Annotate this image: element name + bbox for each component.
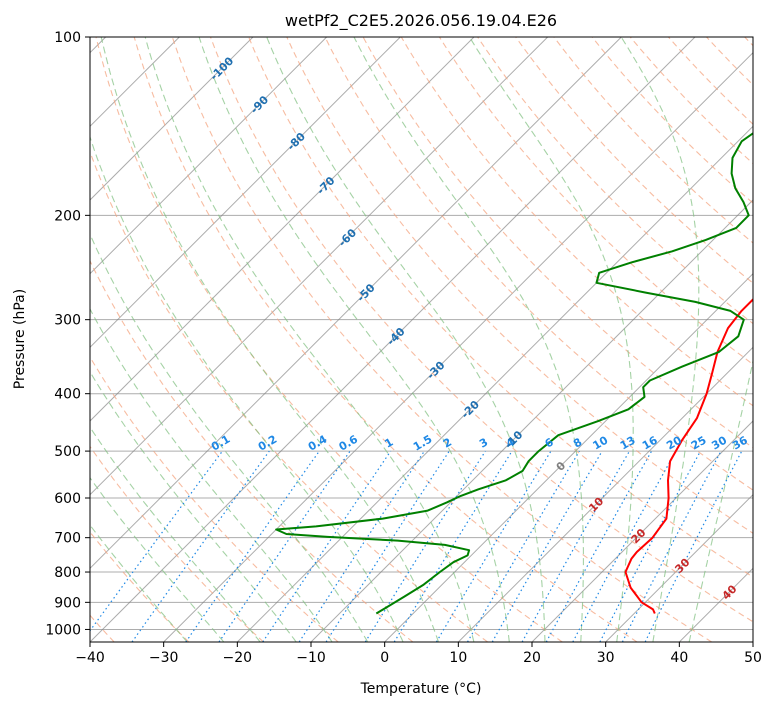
y-tick-label: 500 — [54, 444, 81, 460]
mixing-ratio-line — [393, 450, 513, 642]
moist-adiabat — [620, 37, 700, 642]
chart-title: wetPf2_C2E5.2026.056.19.04.E26 — [285, 11, 557, 31]
isotherm-line — [384, 272, 753, 642]
dry-adiabat — [171, 37, 712, 642]
dry-adiabat — [248, 37, 753, 578]
isotherm-line — [90, 37, 401, 349]
plot-area — [90, 37, 753, 642]
mixing-ratio-line — [364, 450, 486, 642]
moist-adiabat — [198, 37, 510, 642]
moist-adiabat — [90, 476, 225, 642]
dry-adiabat — [90, 259, 414, 642]
isotherm-line — [752, 641, 753, 642]
x-tick-label: −20 — [223, 650, 253, 666]
moist-adiabat — [90, 426, 261, 642]
x-tick-label: 20 — [523, 650, 541, 666]
moist-adiabat — [144, 37, 475, 642]
y-tick-label: 300 — [54, 313, 81, 329]
sounding-series — [275, 132, 753, 615]
mixing-ratio-line — [599, 450, 702, 642]
dewpoint-line — [275, 132, 753, 615]
mixing-ratio-line — [298, 450, 425, 642]
x-tick-label: −30 — [149, 650, 179, 666]
x-tick-label: 50 — [744, 650, 762, 666]
isotherm-line — [90, 37, 328, 275]
dry-adiabat — [209, 37, 753, 623]
moist-adiabat — [90, 232, 369, 642]
isotherm-line — [90, 37, 696, 642]
dry-adiabat — [515, 37, 753, 284]
isotherm-line — [605, 493, 753, 642]
isotherm-line — [90, 37, 549, 496]
mixing-ratio-line — [466, 450, 580, 642]
dry-adiabat — [324, 37, 753, 491]
moist-adiabat — [353, 37, 584, 642]
isotherm-line — [90, 37, 622, 570]
moist-adiabat — [90, 135, 404, 642]
x-tick-label: −10 — [296, 650, 326, 666]
isotherm-line — [457, 346, 753, 642]
x-tick-label: 10 — [449, 650, 467, 666]
y-tick-label: 1000 — [45, 622, 81, 638]
y-tick-label: 600 — [54, 491, 81, 507]
y-axis-label: Pressure (hPa) — [12, 289, 28, 389]
mixing-ratio-line — [435, 450, 552, 642]
y-tick-label: 800 — [54, 565, 81, 581]
mixing-ratio-line — [325, 450, 450, 642]
dry-adiabat — [90, 445, 264, 642]
isotherm-line — [90, 37, 254, 201]
isotherm-line — [90, 37, 475, 422]
isotherm-line — [236, 125, 753, 642]
mixing-ratio-line — [572, 450, 677, 642]
isotherm-line — [163, 51, 753, 642]
moist-adiabat — [90, 370, 297, 642]
mixing-ratio-line — [218, 450, 351, 642]
y-tick-label: 400 — [54, 387, 81, 403]
x-tick-label: 0 — [380, 650, 389, 666]
x-tick-label: 30 — [597, 650, 615, 666]
moist-adiabat — [688, 358, 753, 642]
mixing-ratio-line — [262, 450, 392, 642]
dry-adiabat — [95, 37, 563, 642]
y-tick-label: 900 — [54, 595, 81, 611]
x-axis-label: Temperature (°C) — [360, 681, 482, 697]
grid-layer — [90, 37, 753, 642]
mixing-ratio-line — [185, 450, 320, 642]
x-tick-label: −40 — [75, 650, 105, 666]
y-tick-label: 200 — [54, 208, 81, 224]
moist-adiabat — [266, 37, 546, 642]
plot-background — [90, 37, 753, 642]
isotherm-line — [531, 420, 753, 642]
plot-frame — [89, 36, 754, 643]
mixing-ratio-lines — [90, 450, 743, 642]
x-tick-label: 40 — [670, 650, 688, 666]
dry-adiabat — [133, 37, 638, 642]
temperature-line — [624, 297, 753, 614]
y-tick-label: 700 — [54, 531, 81, 547]
y-tick-label: 100 — [54, 30, 81, 46]
moist-adiabat — [90, 524, 188, 642]
dry-adiabat — [286, 37, 753, 534]
axes: −40 −30 −20 −10 0 10 20 30 40 50 100 200 300 400 500 60… — [45, 30, 762, 666]
moist-adiabat — [100, 37, 440, 642]
